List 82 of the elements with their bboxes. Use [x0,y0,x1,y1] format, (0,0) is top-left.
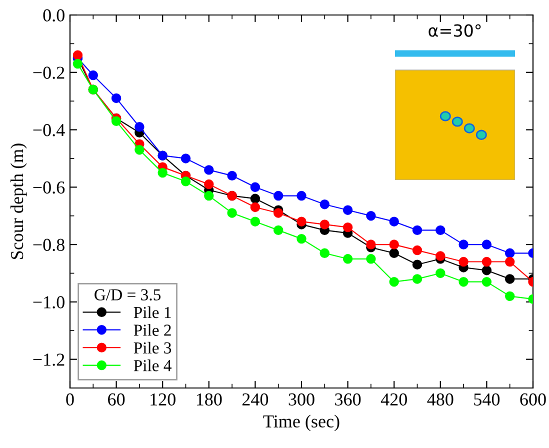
point [250,202,260,212]
legend-label: Pile 2 [134,324,171,336]
point [504,274,515,284]
point [320,200,330,210]
point [273,208,284,218]
y-tick-label: −0.8 [33,238,64,252]
point [180,154,191,164]
x-tick-label: 180 [196,393,222,406]
point [111,116,122,126]
point [88,70,98,80]
point [366,254,376,264]
x-tick-label: 480 [427,393,454,406]
point [412,225,422,236]
point [504,256,515,267]
point [158,168,168,178]
point [458,240,468,250]
x-tick-label: 540 [474,393,500,406]
y-axis-title: Scour depth (m) [10,144,27,259]
legend-label: Pile 1 [134,306,171,318]
point [389,248,399,258]
y-tick-label: −0.4 [33,124,65,136]
point [389,240,399,250]
x-tick-label: 240 [242,393,268,406]
point [72,50,83,60]
point [273,190,284,201]
point [412,245,422,256]
point [504,291,515,302]
y-tick-label: −0.2 [33,66,64,79]
point [72,58,83,69]
x-tick-label: 360 [335,393,361,406]
y-tick-label: −1.0 [33,296,64,308]
legend-label: Pile 3 [134,342,172,354]
y-tick-label: −1.2 [33,354,64,366]
point [482,240,492,250]
point [458,276,468,287]
point [436,225,446,236]
legend-title: G/D = 3.5 [94,289,161,300]
point [134,122,144,132]
point [250,194,260,204]
y-tick-label: 0.0 [43,9,64,22]
point [389,216,399,226]
point [482,266,492,276]
point [296,234,306,244]
point [412,274,422,284]
point [436,268,446,278]
point [134,144,144,155]
point [320,220,330,230]
point [458,256,468,267]
point [204,165,214,175]
x-tick-label: 0 [66,393,74,406]
y-tick-label: −0.6 [33,181,65,194]
point [342,205,353,215]
point [320,248,330,258]
point [250,182,260,192]
x-tick-label: 420 [380,393,407,406]
x-tick-label: 60 [108,393,125,406]
x-axis-title: Time (sec) [263,414,340,432]
point [227,170,237,181]
point [389,276,399,287]
point [482,276,492,287]
x-tick-label: 300 [288,393,314,406]
point [180,176,191,186]
point [204,179,214,190]
point [366,210,376,221]
point [204,190,214,201]
point [227,208,237,218]
x-tick-label: 600 [520,393,546,406]
point [296,216,306,226]
x-tick-label: 120 [150,393,176,406]
annotation: α=30° [428,24,481,37]
point [296,190,306,201]
point [273,225,284,236]
point [342,222,353,232]
point [504,248,515,258]
point [366,240,376,250]
point [482,256,492,267]
point [111,93,122,104]
legend-label: Pile 4 [134,360,172,372]
point [250,216,260,226]
point [412,260,422,270]
point [342,254,353,264]
point [436,251,446,261]
